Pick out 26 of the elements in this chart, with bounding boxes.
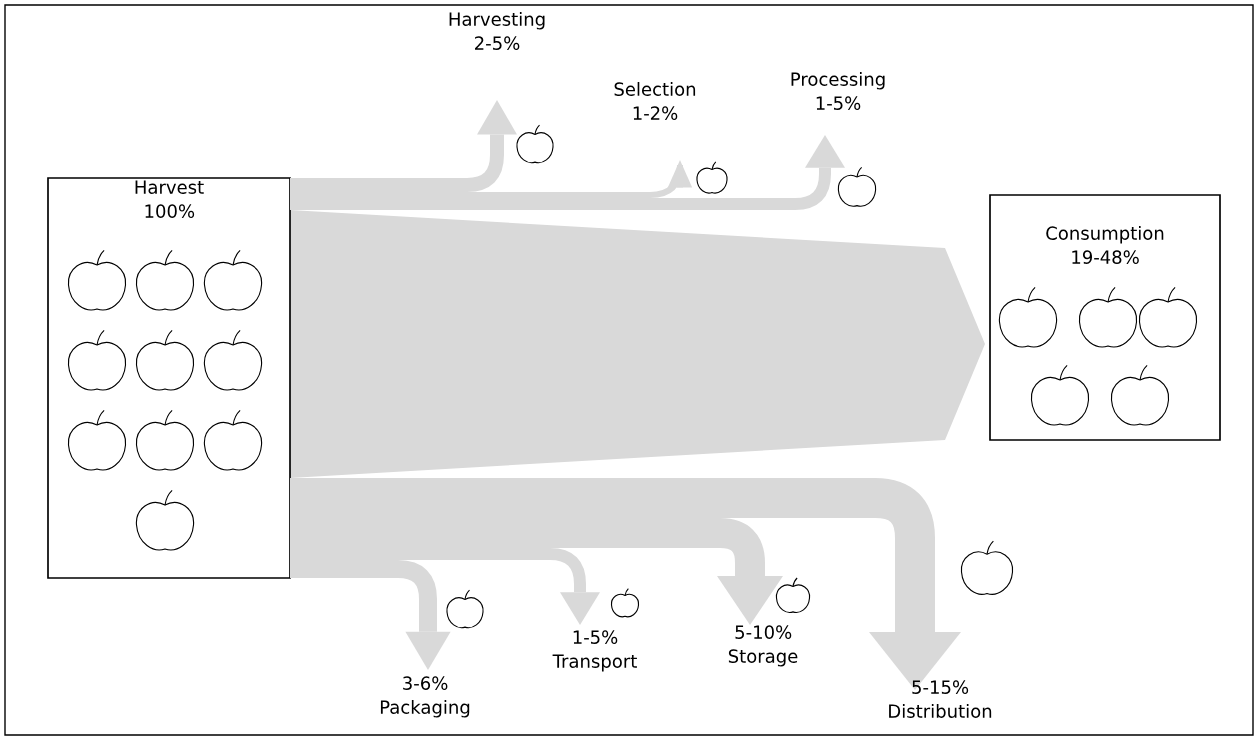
data-label: 6%: [421, 676, 448, 690]
data-label: 1-: [633, 106, 649, 120]
data-label: 5%: [591, 630, 618, 644]
data-label: 19-: [1072, 250, 1099, 264]
category-label: Distribution: [889, 704, 992, 718]
category-label: Packaging: [380, 700, 470, 718]
category-label: Processing: [791, 72, 885, 90]
category-label: Transport: [552, 654, 637, 672]
data-label: 2-: [475, 36, 491, 50]
data-label: 3-: [403, 676, 419, 690]
data-label: 1-: [816, 96, 832, 110]
data-label: 48%: [1100, 250, 1139, 264]
data-label: 1-: [573, 630, 589, 644]
category-label: Harvesting: [449, 12, 545, 30]
data-label: 15%: [930, 680, 969, 694]
data-label: 2%: [650, 106, 678, 120]
category-label: Consumption: [1046, 226, 1164, 244]
data-label: 5%: [493, 36, 520, 50]
data-label: 5-: [912, 680, 929, 694]
category-label: Selection: [614, 82, 696, 96]
data-label: 5-: [735, 625, 752, 639]
data-label: 5%: [834, 96, 861, 110]
data-label: 100%: [145, 204, 195, 218]
category-label: Harvest: [135, 180, 204, 194]
data-label: 10%: [754, 625, 792, 639]
category-label: Storage: [728, 649, 798, 667]
